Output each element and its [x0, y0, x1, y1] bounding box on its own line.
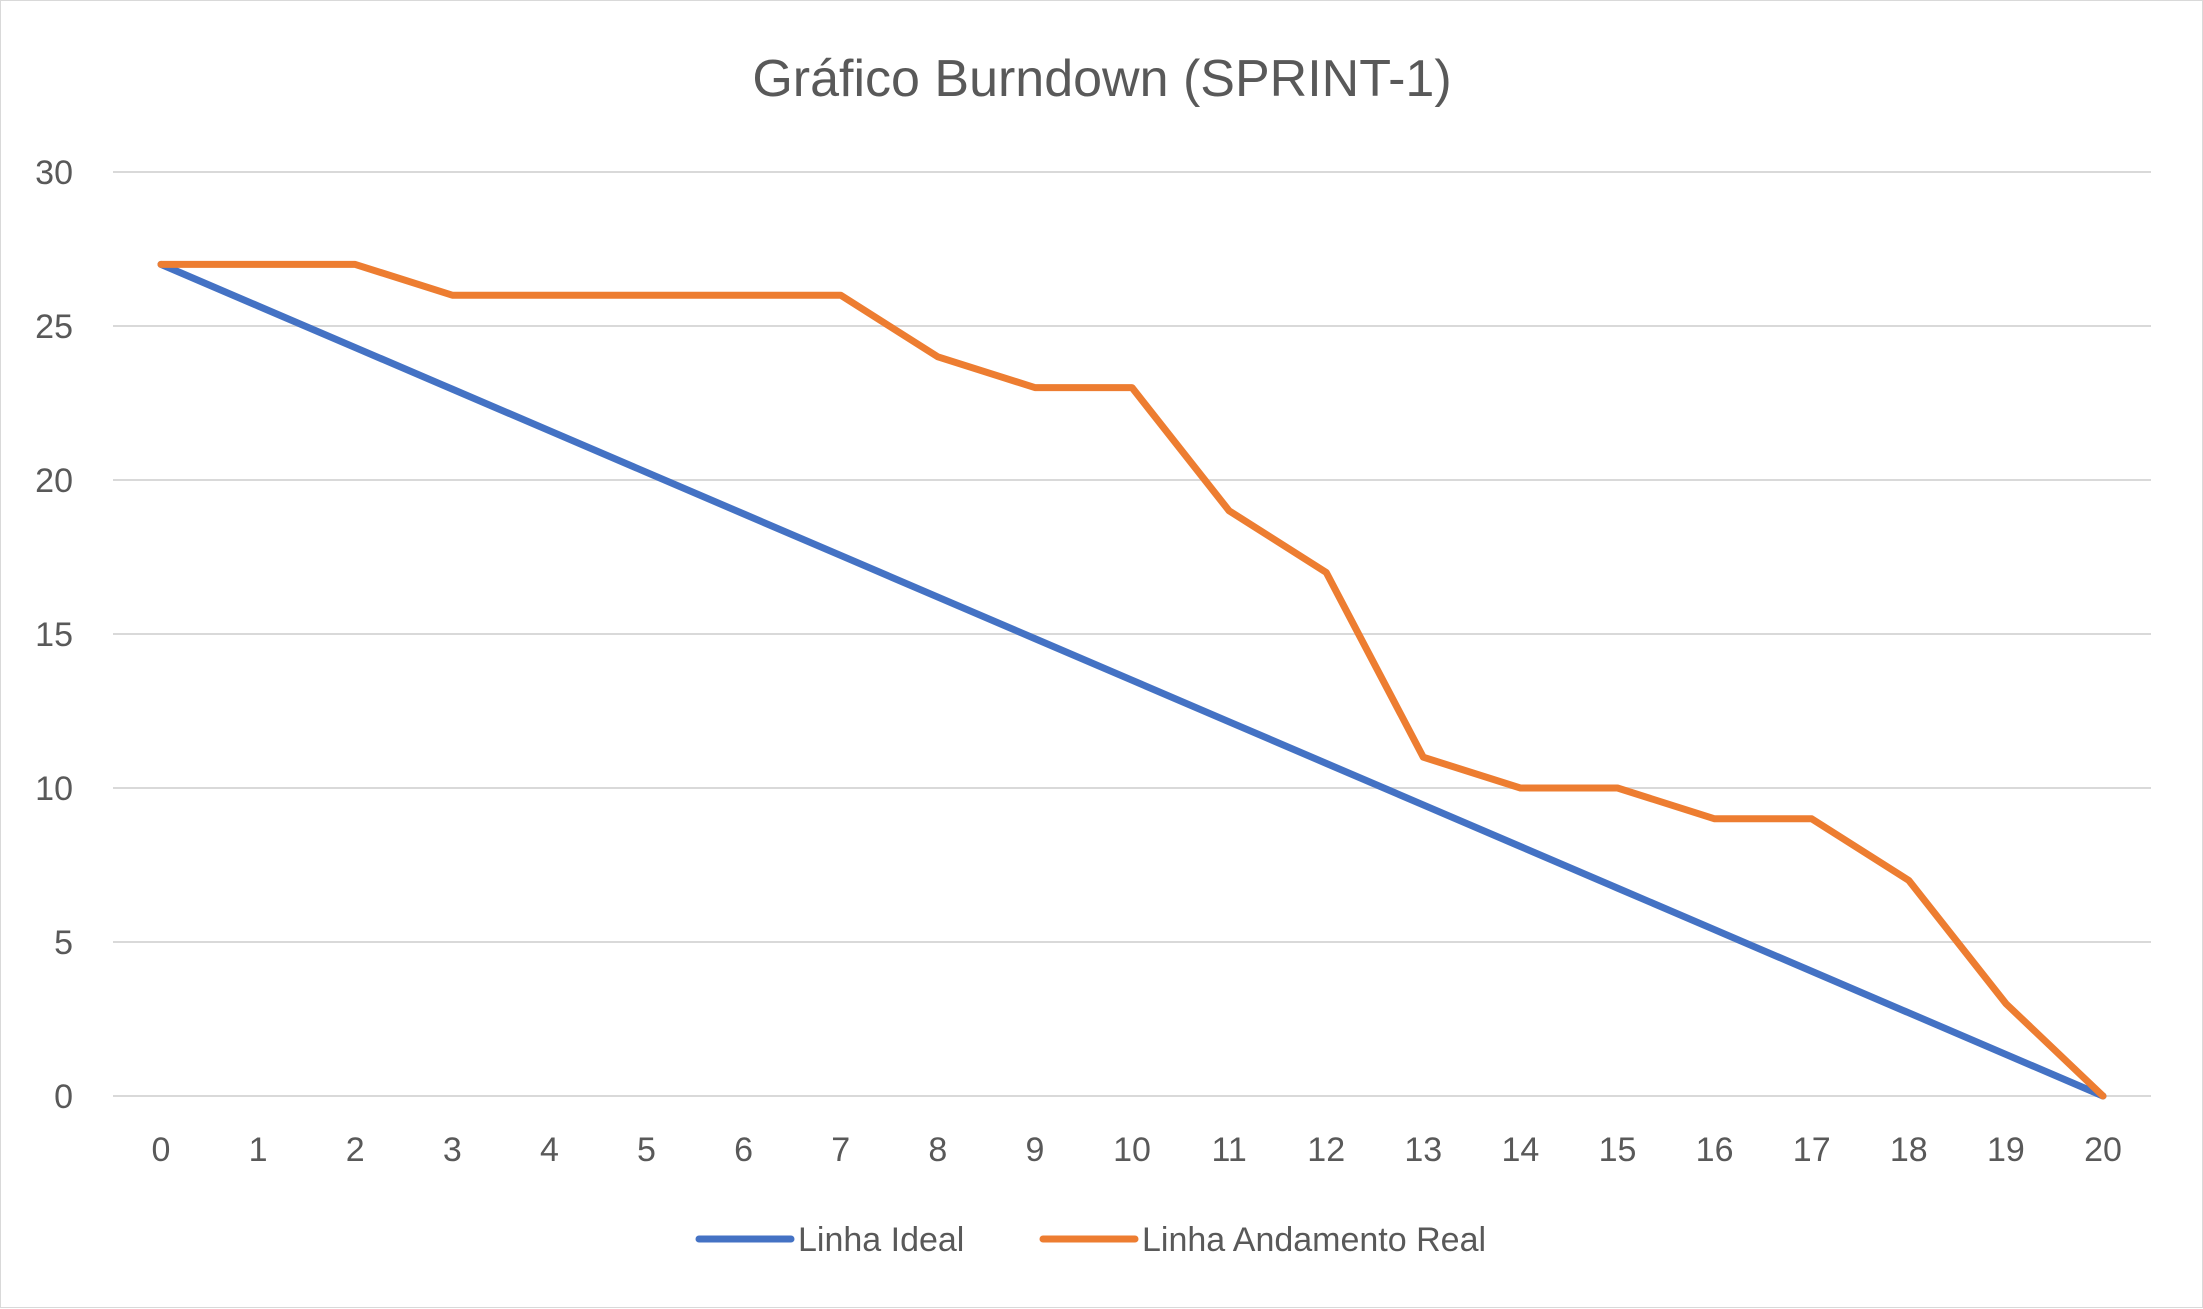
gridlines	[113, 171, 2151, 1097]
x-tick-label: 15	[1599, 1131, 1637, 1169]
legend: Linha Ideal Linha Andamento Real	[695, 1221, 1486, 1259]
series-line-0	[157, 260, 2107, 1100]
legend-item: Linha Ideal	[695, 1221, 964, 1259]
x-tick-label: 3	[443, 1131, 462, 1169]
x-tick-label: 13	[1404, 1131, 1442, 1169]
x-tick-label: 10	[1113, 1131, 1151, 1169]
y-tick-label: 5	[54, 924, 73, 962]
x-tick-label: 6	[734, 1131, 753, 1169]
x-tick-label: 16	[1696, 1131, 1734, 1169]
x-tick-label: 9	[1025, 1131, 1044, 1169]
legend-item: Linha Andamento Real	[1039, 1221, 1486, 1259]
x-tick-label: 2	[346, 1131, 365, 1169]
y-tick-label: 30	[35, 154, 73, 192]
y-tick-label: 10	[35, 770, 73, 808]
x-tick-label: 17	[1793, 1131, 1831, 1169]
y-tick-label: 0	[54, 1078, 73, 1116]
series-line-1	[157, 260, 2107, 1100]
x-tick-label: 0	[152, 1131, 171, 1169]
x-tick-label: 12	[1307, 1131, 1345, 1169]
series-lines	[157, 260, 2107, 1100]
legend-label: Linha Ideal	[798, 1221, 964, 1259]
chart-title: Gráfico Burndown (SPRINT-1)	[752, 50, 1451, 108]
y-axis-ticks: 0 5 10 15 20 25 30	[35, 154, 73, 1116]
x-tick-label: 4	[540, 1131, 559, 1169]
x-tick-label: 11	[1211, 1131, 1246, 1169]
x-tick-label: 8	[928, 1131, 947, 1169]
y-tick-label: 25	[35, 308, 73, 346]
y-tick-label: 15	[35, 616, 73, 654]
x-tick-label: 5	[637, 1131, 656, 1169]
x-tick-label: 18	[1890, 1131, 1928, 1169]
x-tick-label: 7	[831, 1131, 850, 1169]
x-tick-label: 14	[1501, 1131, 1539, 1169]
x-tick-label: 19	[1987, 1131, 2025, 1169]
x-tick-label: 20	[2084, 1131, 2122, 1169]
x-axis-ticks: 0 1 2 3 4 5 6 7 8 9 10 11 12 13 14 15 16 17 18 19 20	[152, 1131, 2122, 1169]
y-tick-label: 20	[35, 462, 73, 500]
legend-label: Linha Andamento Real	[1142, 1221, 1486, 1259]
x-tick-label: 1	[249, 1131, 268, 1169]
